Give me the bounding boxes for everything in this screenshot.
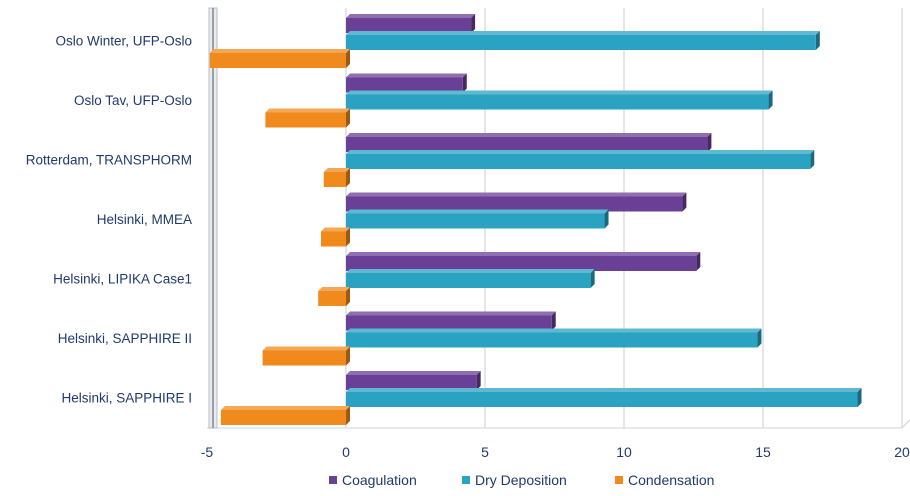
bar-coagulation — [346, 311, 556, 331]
bars — [209, 14, 862, 425]
category-labels: Oslo Winter, UFP-Oslo Oslo Tav, UFP-Oslo R… — [26, 34, 192, 406]
x-tick-label: 10 — [616, 444, 632, 460]
x-tick-label: -5 — [201, 444, 214, 460]
legend-label: Coagulation — [342, 472, 417, 488]
bar-coagulation — [346, 14, 476, 33]
axis-wall — [208, 7, 218, 429]
legend-item-coagulation: Coagulation — [329, 472, 417, 488]
bar-dry-deposition — [346, 150, 815, 169]
bar-group-helsinki-mmea — [320, 192, 687, 247]
legend: Coagulation Dry Deposition Condensation — [329, 472, 714, 488]
x-tick-label: 0 — [342, 444, 350, 460]
category-label: Rotterdam, TRANSPHORM — [26, 153, 192, 168]
x-tick-label: 20 — [894, 444, 910, 460]
bar-group-helsinki-sapphire-i — [220, 371, 862, 425]
bar-group-helsinki-sapphire-ii — [262, 311, 762, 366]
bar-condensation — [320, 227, 350, 247]
bar-condensation — [265, 108, 350, 128]
bar-coagulation — [346, 252, 701, 271]
x-tick-labels: -5 0 5 10 15 20 — [201, 444, 910, 460]
legend-label: Condensation — [628, 472, 714, 488]
bar-dry-deposition — [346, 90, 773, 110]
category-label: Helsinki, MMEA — [97, 212, 192, 227]
bar-coagulation — [346, 133, 712, 152]
legend-item-dry-deposition: Dry Deposition — [462, 472, 567, 488]
legend-label: Dry Deposition — [475, 472, 567, 488]
bar-dry-deposition — [346, 209, 609, 229]
legend-item-condensation: Condensation — [615, 472, 714, 488]
bar-group-rotterdam-transphorm — [323, 133, 815, 187]
legend-swatch — [615, 476, 623, 484]
floor-line — [901, 419, 910, 429]
bar-dry-deposition — [346, 388, 862, 407]
bar-coagulation — [346, 371, 481, 390]
bar-condensation — [323, 168, 350, 187]
bar-group-helsinki-lipika-case1 — [318, 252, 701, 306]
x-tick-label: 15 — [755, 444, 771, 460]
category-label: Helsinki, LIPIKA Case1 — [53, 272, 192, 287]
category-label: Oslo Tav, UFP-Oslo — [74, 93, 192, 108]
bar-dry-deposition — [346, 269, 595, 288]
bar-coagulation — [346, 73, 467, 93]
bar-group-oslo-tav-ufp-oslo — [265, 73, 773, 128]
x-tick-label: 5 — [481, 444, 489, 460]
bar-group-oslo-winter-ufp-oslo — [209, 14, 820, 68]
bar-coagulation — [346, 192, 687, 212]
category-label: Oslo Winter, UFP-Oslo — [55, 34, 192, 49]
gridlines — [207, 8, 910, 429]
category-label: Helsinki, SAPPHIRE II — [58, 331, 192, 346]
category-label: Helsinki, SAPPHIRE I — [61, 391, 192, 406]
legend-swatch — [462, 476, 470, 484]
legend-swatch — [329, 476, 337, 484]
bar-condensation — [220, 406, 350, 425]
bar-condensation — [318, 287, 350, 306]
bar-dry-deposition — [346, 328, 762, 348]
bar-condensation — [262, 346, 350, 366]
bar-dry-deposition — [346, 31, 820, 50]
bar-condensation — [209, 49, 350, 68]
